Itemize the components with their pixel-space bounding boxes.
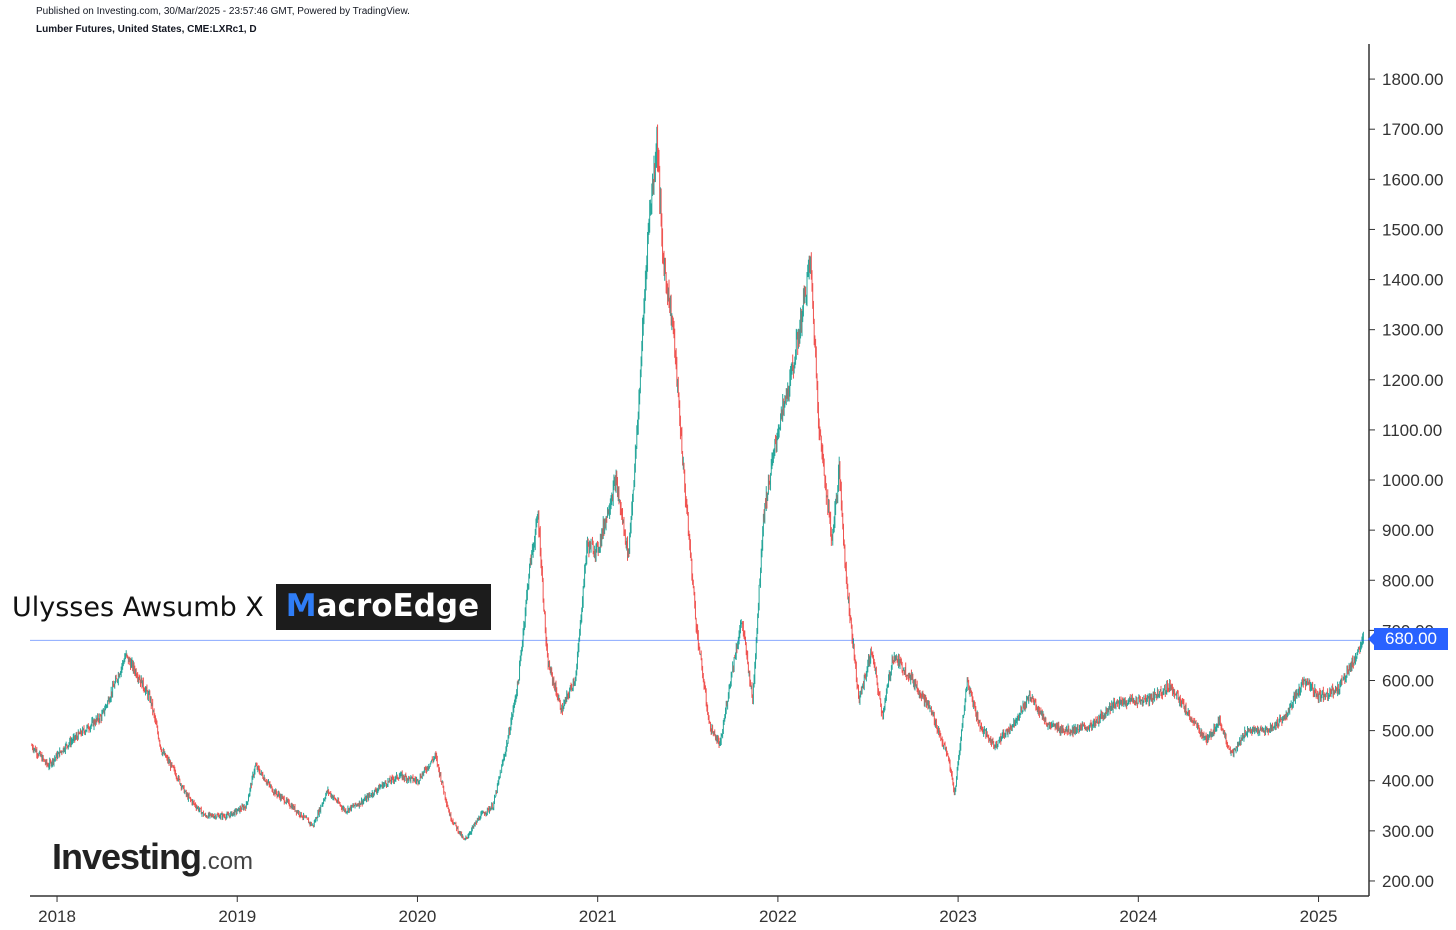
last-price-label: 680.00: [1368, 628, 1448, 650]
author-credit: Ulysses Awsumb X: [12, 591, 264, 623]
logo-main: Investing: [52, 836, 202, 877]
y-tick-label: 1400.00: [1382, 271, 1443, 290]
symbol-title: Lumber Futures, United States, CME:LXRc1…: [36, 24, 257, 35]
badge-text: acroEdge: [316, 588, 480, 624]
x-tick-label: 2018: [38, 907, 76, 926]
x-tick-label: 2019: [218, 907, 256, 926]
y-tick-label: 200.00: [1382, 872, 1434, 891]
x-tick-label: 2020: [399, 907, 437, 926]
y-tick-label: 1700.00: [1382, 120, 1443, 139]
y-tick-label: 1300.00: [1382, 321, 1443, 340]
y-tick-label: 1100.00: [1382, 421, 1442, 440]
x-tick-label: 2024: [1119, 907, 1157, 926]
x-tick-label: 2022: [759, 907, 797, 926]
investing-logo: Investing .com: [52, 836, 253, 878]
y-axis: 200.00300.00400.00500.00600.00700.00800.…: [1369, 70, 1443, 891]
y-tick-label: 1200.00: [1382, 371, 1443, 390]
x-tick-label: 2021: [579, 907, 617, 926]
logo-suffix: .com: [201, 848, 254, 875]
y-tick-label: 500.00: [1382, 722, 1434, 741]
y-tick-label: 400.00: [1382, 772, 1434, 791]
x-axis: 2018 2019 2020 2021 2022 2023 2024 2025: [38, 896, 1337, 926]
published-note: Published on Investing.com, 30/Mar/2025 …: [36, 6, 410, 17]
y-tick-label: 800.00: [1382, 571, 1434, 590]
y-tick-label: 300.00: [1382, 822, 1434, 841]
y-tick-label: 1800.00: [1382, 70, 1443, 89]
y-tick-label: 1600.00: [1382, 170, 1443, 189]
candles-layer: [31, 124, 1364, 841]
x-tick-label: 2023: [939, 907, 977, 926]
y-tick-label: 1000.00: [1382, 471, 1443, 490]
x-tick-label: 2025: [1300, 907, 1338, 926]
y-tick-label: 600.00: [1382, 671, 1434, 690]
badge-initial: M: [285, 588, 317, 624]
y-tick-label: 900.00: [1382, 521, 1434, 540]
y-tick-label: 1500.00: [1382, 220, 1443, 239]
